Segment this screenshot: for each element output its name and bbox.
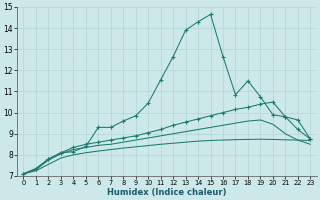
- X-axis label: Humidex (Indice chaleur): Humidex (Indice chaleur): [107, 188, 227, 197]
